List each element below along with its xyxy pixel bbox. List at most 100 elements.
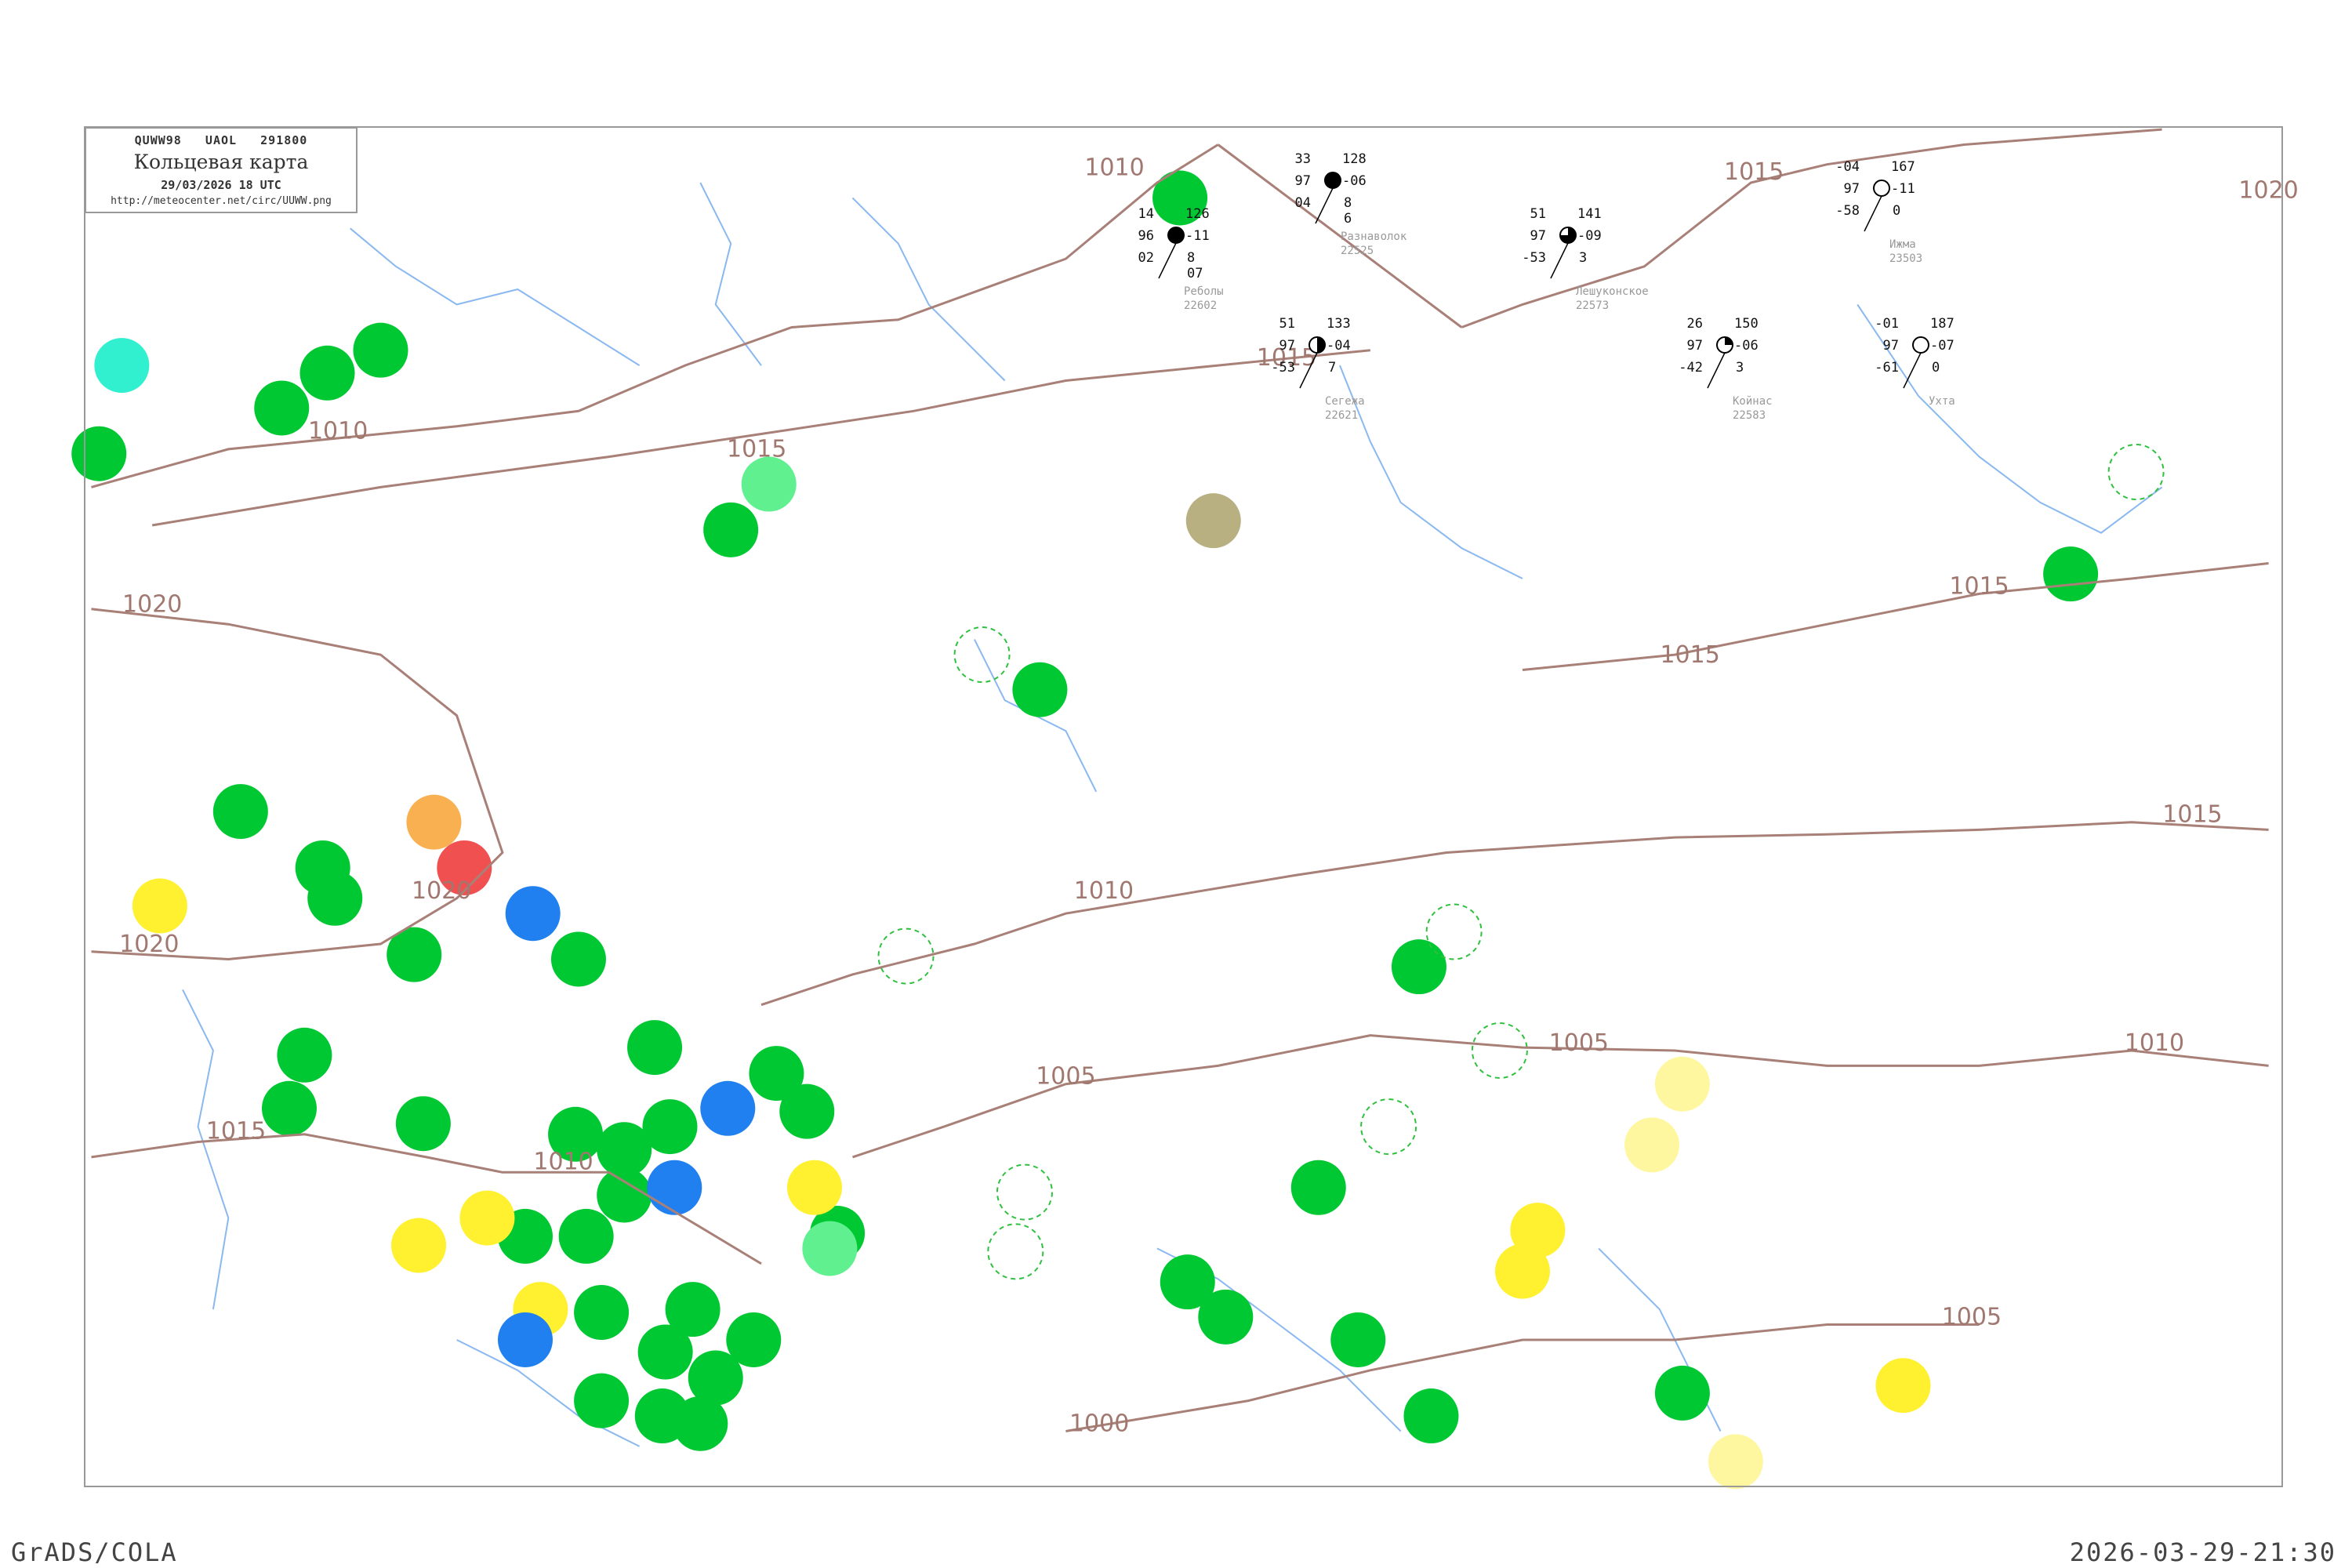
isobar-label: 1015 [1949,572,2009,600]
station-tendency: -11 [1891,181,1915,197]
weather-zone-dashed [996,1163,1053,1221]
isobar-label: 1010 [533,1148,593,1175]
station-pressure: 126 [1185,206,1210,222]
station-dew: 02 [1138,250,1154,266]
station-name: Ижма [1889,238,1916,251]
weather-zone-green [779,1083,835,1139]
weather-zone-green [558,1208,614,1264]
station-dew: -53 [1522,250,1546,266]
weather-zone-green [353,322,408,378]
wind-barb-icon [1550,242,1569,279]
weather-zone-green [574,1373,630,1428]
cloud-fill [1725,337,1733,345]
isobar-label: 1005 [1549,1029,1609,1057]
weather-zone-blue [497,1312,553,1367]
wind-barb-icon [1315,187,1334,224]
station-pressure: 150 [1734,316,1759,332]
cloud-fill [1560,227,1576,243]
map-datetime: 29/03/2026 18 UTC [161,178,281,192]
bulletin-code: QUWW98 UAOL 291800 [134,133,308,147]
weather-zone-green [387,927,442,982]
weather-zone-green [1012,662,1068,717]
weather-zone-green [1403,1388,1459,1444]
river [699,182,762,366]
station-plot[interactable]: 33 97 04 128 -06 86 Разнаволок 22525 [1295,151,1407,257]
station-temp: -04 [1835,159,1860,175]
weather-zone-green [2043,546,2099,602]
station-name: Лешуконское [1576,285,1649,298]
station-index: 22602 [1184,299,1217,312]
weather-zone-dashed [1425,903,1483,960]
station-plot[interactable]: -01 97 -61 187 -07 0 Ухта [1875,316,1955,408]
weather-zone-green [550,931,606,987]
weather-zone-yellow [786,1160,842,1215]
weather-zone-yellow [132,878,187,934]
weather-zone-green [688,1350,743,1406]
station-cloud: 3 [1579,250,1587,266]
station-pressure: 187 [1930,316,1955,332]
station-dew: -61 [1875,360,1899,376]
software-label: GrADS/COLA [11,1537,178,1567]
station-pressure: 128 [1342,151,1367,167]
river [350,227,641,366]
station-temp: 33 [1295,151,1311,167]
station-name: Сегежа [1325,395,1365,408]
weather-zone-light-yellow [1654,1056,1710,1112]
station-tendency: -07 [1930,338,1955,354]
station-vis: 96 [1138,228,1154,244]
weather-zone-yellow [1875,1358,1931,1414]
weather-zone-green [1391,939,1446,995]
weather-zone-dashed [987,1223,1044,1280]
weather-zone-light-yellow [1708,1434,1763,1490]
weather-zone-orange [406,794,462,850]
station-vis: 97 [1687,338,1703,354]
isobar-line [91,143,1219,488]
station-temp: 51 [1279,316,1295,332]
station-vis: 97 [1530,228,1546,244]
station-vis: 97 [1844,181,1860,197]
source-url: http://meteocenter.net/circ/UUWW.png [111,195,332,207]
isobar-label: 1010 [1074,877,1134,905]
weather-zone-red [437,840,492,895]
station-temp: 51 [1530,206,1546,222]
weather-zone-green [703,502,759,557]
wind-barb-icon [1158,242,1177,279]
weather-zone-yellow [459,1190,515,1246]
isobar-line [852,1034,2269,1159]
station-tendency: -06 [1734,338,1759,354]
weather-zone-yellow [1495,1243,1550,1299]
generated-timestamp: 2026-03-29-21:30 [2069,1537,2336,1567]
isobar-label: 1015 [1660,641,1719,669]
weather-zone-green [726,1312,782,1367]
weather-zone-cyan [94,338,150,394]
cloud-fill [1317,337,1325,353]
weather-zone-blue [647,1160,702,1215]
isobar-label: 1015 [727,436,786,463]
isobar-label: 1020 [2238,176,2298,204]
station-dew: 04 [1295,195,1311,211]
weather-zone-green [395,1096,451,1152]
station-tendency: -06 [1342,173,1367,189]
weather-zone-dashed [877,927,935,985]
station-index: 22573 [1576,299,1609,312]
isobar-line [1065,1323,1980,1432]
station-index: 22583 [1733,409,1766,422]
isobar-line [91,608,504,961]
weather-zone-dashed [1471,1022,1528,1079]
isobar-label: 1010 [308,417,368,445]
weather-zone-green [1330,1312,1386,1367]
weather-zone-green [1152,170,1208,226]
isobar-label: 1020 [122,591,182,619]
isobar-label: 1010 [2125,1029,2184,1057]
isobar-line [760,821,2269,1007]
station-dew: -58 [1835,203,1860,219]
weather-zones-layer [71,170,2165,1490]
station-dew: -42 [1679,360,1703,376]
station-index: 23503 [1889,252,1922,265]
